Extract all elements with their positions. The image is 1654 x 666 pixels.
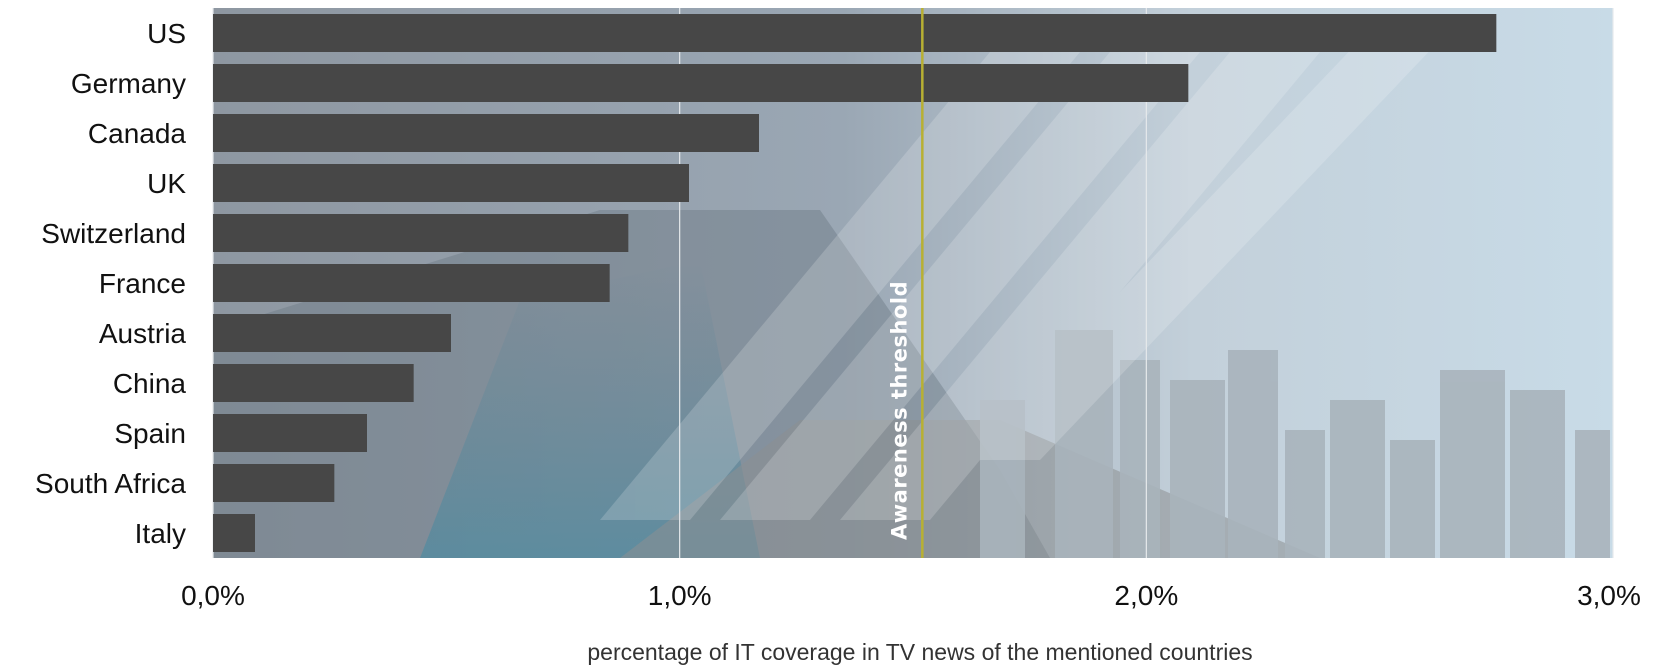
bar-austria	[213, 314, 451, 352]
category-label: UK	[147, 168, 186, 199]
category-labels: US Germany Canada UK Switzerland France Austri…	[35, 18, 186, 549]
bar-south-africa	[213, 464, 335, 502]
bars-group	[213, 14, 1497, 552]
x-axis-ticks: 0,0% 1,0% 2,0% 3,0%	[181, 580, 1641, 611]
bar-canada	[213, 114, 759, 152]
x-tick-label: 1,0%	[648, 580, 712, 611]
category-label: Canada	[88, 118, 187, 149]
category-label: Germany	[71, 68, 186, 99]
bar-uk	[213, 164, 689, 202]
category-label: France	[99, 268, 186, 299]
bar-us	[213, 14, 1497, 52]
x-tick-label: 3,0%	[1577, 580, 1641, 611]
category-label: Spain	[114, 418, 186, 449]
category-label: South Africa	[35, 468, 186, 499]
x-tick-label: 2,0%	[1114, 580, 1178, 611]
threshold-label: Awareness threshold	[887, 281, 911, 540]
bar-china	[213, 364, 414, 402]
category-label: Italy	[135, 518, 186, 549]
category-label: Austria	[99, 318, 187, 349]
bar-france	[213, 264, 610, 302]
x-axis-title: percentage of IT coverage in TV news of …	[587, 639, 1252, 665]
threshold-group: Awareness threshold	[887, 8, 924, 558]
category-label: China	[113, 368, 187, 399]
bar-spain	[213, 414, 367, 452]
category-label: Switzerland	[41, 218, 186, 249]
bar-switzerland	[213, 214, 629, 252]
bar-italy	[213, 514, 255, 552]
x-tick-label: 0,0%	[181, 580, 245, 611]
bar-germany	[213, 64, 1189, 102]
category-label: US	[147, 18, 186, 49]
